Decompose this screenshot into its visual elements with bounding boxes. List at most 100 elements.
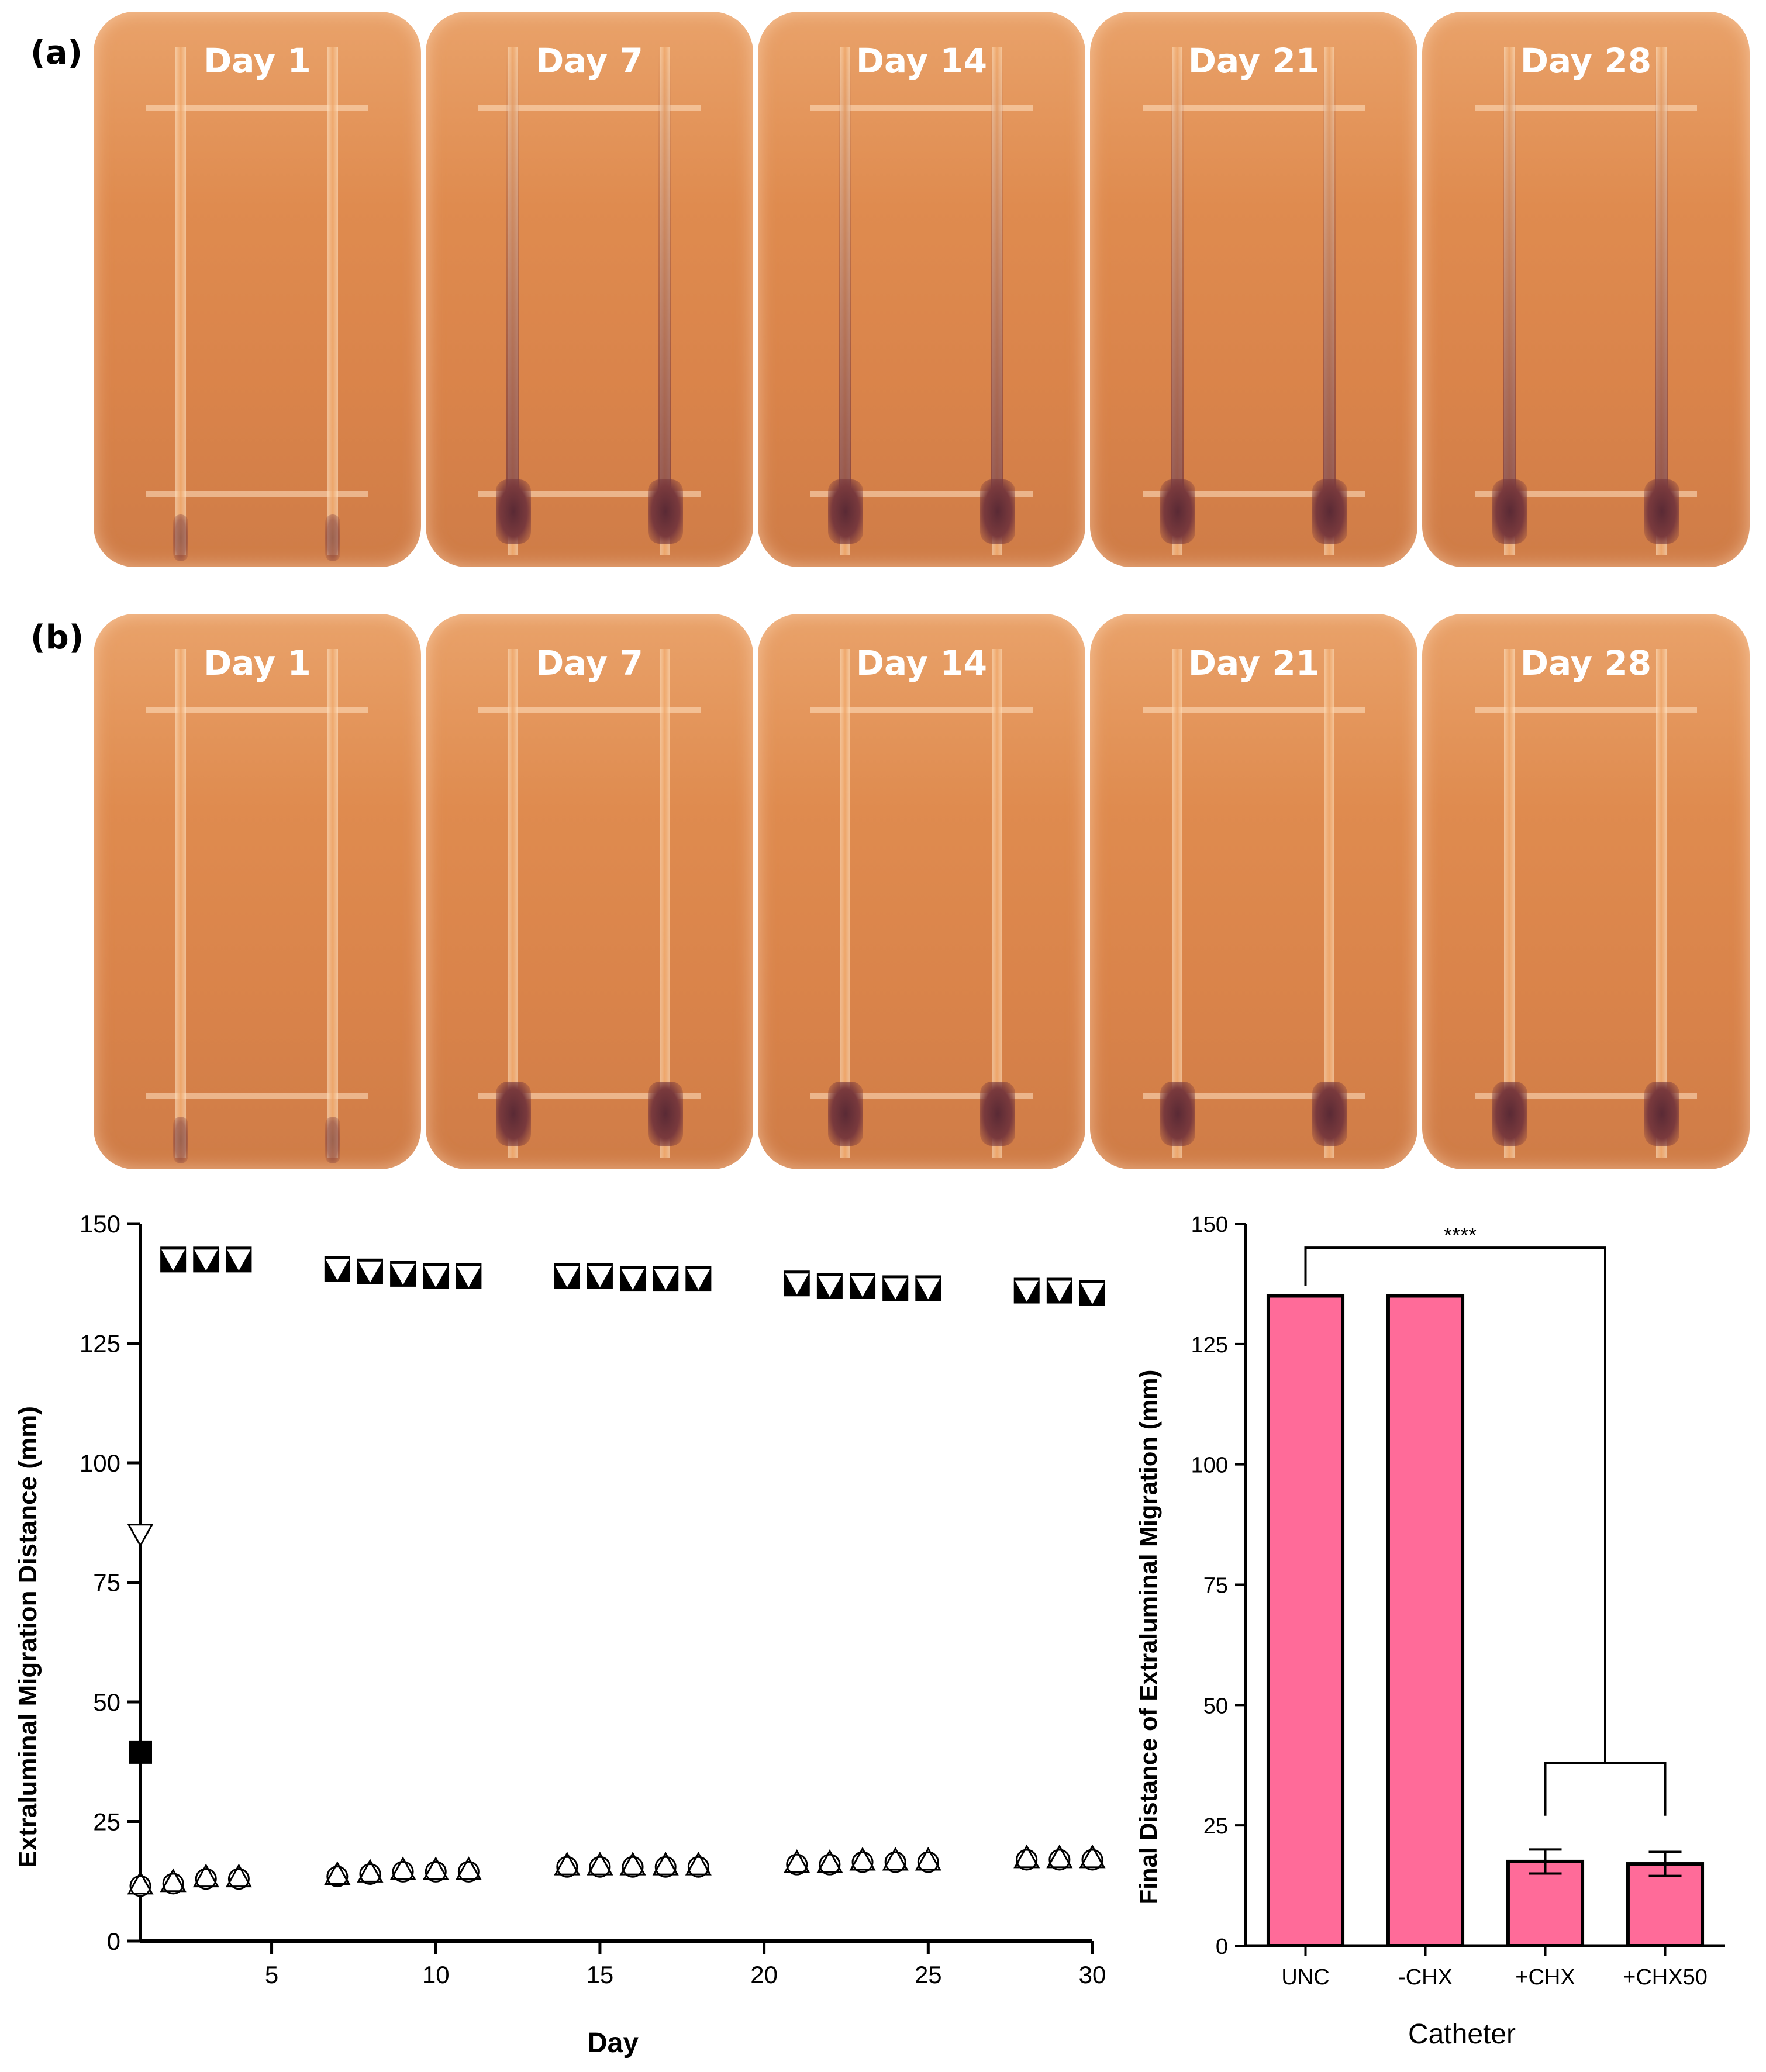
scatter-point-filled-down-triangle [818, 1276, 841, 1297]
scatter-point-open-up-triangle [389, 1856, 416, 1880]
scatter-point-filled-down-triangle [194, 1249, 218, 1271]
scatter-point-open-down-triangle [127, 1524, 154, 1548]
catheter-segment [1324, 649, 1334, 1158]
plate-well-edge [810, 1093, 1033, 1099]
plate-well-edge [478, 707, 701, 713]
scatter-point-filled-down-triangle [785, 1273, 809, 1295]
plate-well-edge [1143, 491, 1365, 497]
bacterial-stain [496, 479, 531, 544]
scatter-point-filled-down-triangle [227, 1249, 251, 1271]
scatter-y-tick-label: 125 [80, 1330, 120, 1358]
scatter-point-open-up-triangle [225, 1863, 252, 1888]
scatter-x-axis-label: Day [587, 2028, 639, 2059]
scatter-point-filled-down-triangle [424, 1266, 448, 1287]
significance-annotation: **** [1444, 1223, 1477, 1247]
scatter-point-open-up-triangle [619, 1852, 646, 1876]
scatter-point-open-up-triangle [685, 1852, 712, 1876]
plate-well-edge [1475, 491, 1697, 497]
bar-y-tick-label: 125 [1191, 1333, 1228, 1358]
bar-y-tick-label: 150 [1191, 1213, 1228, 1237]
agar-plate-a-2: Day 7 [426, 12, 753, 567]
scatter-point-open-up-triangle [652, 1852, 679, 1876]
bar-y-axis-label: Final Distance of Extraluminal Migration… [1134, 1370, 1162, 1905]
scatter-point-filled-down-triangle [161, 1249, 185, 1271]
plate-well-edge [146, 1093, 368, 1099]
agar-plate-a-5: Day 28 [1422, 12, 1750, 567]
bar-x-axis-label: Catheter [1408, 2019, 1516, 2050]
scatter-point-open-up-triangle [849, 1846, 876, 1871]
scatter-point-filled-down-triangle [851, 1276, 875, 1297]
bacterial-stain [1644, 1082, 1679, 1146]
bacterial-stain [1312, 1082, 1347, 1146]
scatter-point-filled-down-triangle [1081, 1283, 1104, 1304]
scatter-x-tick-label: 15 [587, 1961, 614, 1988]
bacterial-stain [648, 479, 683, 544]
plate-day-label: Day 7 [536, 643, 643, 683]
scatter-point-filled-down-triangle [884, 1278, 908, 1300]
scatter-point-filled-down-triangle [654, 1269, 678, 1290]
scatter-point-filled-down-triangle [391, 1263, 415, 1285]
plate-day-label: Day 1 [203, 41, 311, 81]
agar-plate-b-5: Day 28 [1422, 614, 1750, 1169]
scatter-y-tick-label: 50 [93, 1688, 120, 1716]
catheter-segment [1172, 649, 1182, 1158]
plate-well-edge [146, 707, 368, 713]
bar-+CHX50 [1626, 1862, 1705, 1947]
bar-y-tick-label: 50 [1203, 1694, 1228, 1718]
plate-well-edge [1143, 105, 1365, 111]
catheter-segment [327, 649, 338, 1158]
plate-well-edge [146, 491, 368, 497]
scatter-point-filled-down-triangle [588, 1266, 612, 1287]
plate-day-label: Day 21 [1188, 643, 1320, 683]
scatter-point-filled-down-triangle [621, 1269, 645, 1290]
scatter-y-tick-label: 100 [80, 1449, 120, 1477]
panel-a-label: (a) [30, 34, 82, 72]
bacterial-stain [980, 479, 1015, 544]
agar-plate-b-4: Day 21 [1090, 614, 1417, 1169]
inoculation-point [173, 514, 188, 561]
scatter-x-tick-label: 10 [422, 1961, 450, 1988]
bacterial-stain [828, 479, 863, 544]
scatter-point-open-up-triangle [1079, 1844, 1106, 1869]
bacterial-migration-streak [991, 47, 1003, 532]
plate-day-label: Day 28 [1520, 643, 1652, 683]
plate-day-label: Day 14 [856, 41, 988, 81]
bacterial-stain [980, 1082, 1015, 1146]
scatter-x-tick-label: 20 [750, 1961, 778, 1988]
catheter-segment [327, 47, 338, 555]
scatter-point-filled-down-triangle [457, 1266, 481, 1287]
bacterial-migration-streak [506, 47, 519, 532]
agar-plate-b-3: Day 14 [758, 614, 1085, 1169]
bacterial-stain [1160, 479, 1195, 544]
plate-well-edge [478, 1093, 701, 1099]
scatter-point-open-up-triangle [324, 1861, 351, 1885]
agar-plate-a-1: Day 1 [94, 12, 421, 567]
bar-x-tick-label: +CHX50 [1623, 1965, 1708, 1990]
bar-x-tick-label: UNC [1281, 1965, 1329, 1990]
plate-day-label: Day 21 [1188, 41, 1320, 81]
scatter-x-tick-label: 25 [915, 1961, 942, 1988]
bacterial-migration-streak [839, 47, 851, 532]
inoculation-point [325, 514, 340, 561]
scatter-point-open-up-triangle [915, 1846, 941, 1871]
catheter-segment [1656, 649, 1667, 1158]
bacterial-migration-streak [1655, 47, 1668, 532]
plate-well-edge [478, 491, 701, 497]
plate-well-edge [810, 105, 1033, 111]
scatter-y-tick-label: 25 [93, 1808, 120, 1836]
plate-well-edge [1143, 707, 1365, 713]
bacterial-stain [1312, 479, 1347, 544]
significance-bracket-main [1304, 1246, 1606, 1763]
plate-day-label: Day 1 [203, 643, 311, 683]
catheter-segment [1504, 649, 1515, 1158]
scatter-point-filled-down-triangle [1047, 1280, 1071, 1302]
plate-day-label: Day 7 [536, 41, 643, 81]
significance-bracket-treated [1544, 1762, 1667, 1816]
bacterial-migration-streak [1171, 47, 1184, 532]
scatter-y-tick-label: 150 [80, 1210, 120, 1238]
scatter-y-tick-label: 0 [107, 1928, 120, 1955]
migration-distance-scatter-chart: 0 25 50 75 100 125 150 5 10 15 20 25 30 Day Extralum… [13, 1210, 1106, 2059]
catheter-segment [175, 649, 186, 1158]
scatter-x-tick-label: 30 [1079, 1961, 1106, 1988]
bar-y-tick-label: 100 [1191, 1453, 1228, 1478]
